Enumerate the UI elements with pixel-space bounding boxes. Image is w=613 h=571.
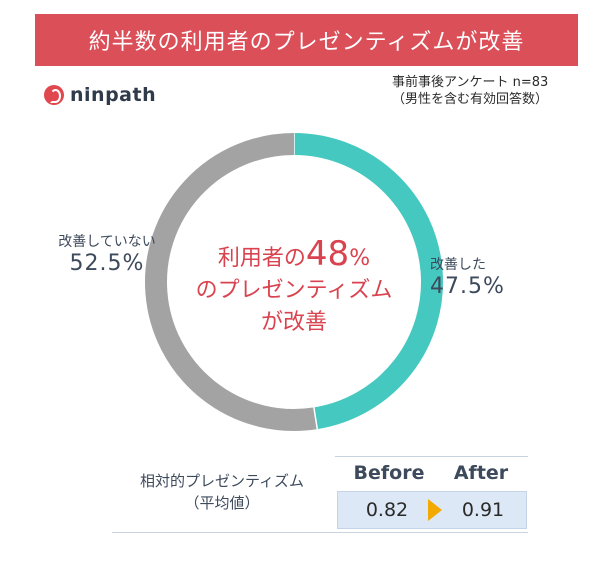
table-rule-top: [335, 456, 528, 457]
slice-value-not-improved: 52.5%: [69, 251, 145, 276]
donut-slice-improved: [293, 133, 443, 430]
center-highlight: 48: [305, 234, 350, 274]
center-line2: のプレゼンティズム: [195, 278, 393, 303]
center-line1: 利用者の48%: [170, 237, 418, 275]
survey-note-line2: （男性を含む有効回答数）: [392, 92, 549, 107]
slice-separator: [312, 406, 319, 431]
value-box: [337, 491, 527, 529]
slice-value-improved: 47.5%: [430, 274, 505, 299]
right-arrow-icon: [428, 499, 442, 521]
logo-text: ninpath: [70, 84, 157, 106]
center-prefix: 利用者の: [217, 246, 306, 271]
survey-note-line1: 事前事後アンケート n=83: [392, 75, 549, 90]
column-header-before: Before: [353, 462, 425, 484]
slice-name-not-improved: 改善していない: [58, 234, 156, 250]
slice-label-improved: 改善した 47.5%: [430, 254, 530, 299]
slice-name-improved: 改善した: [430, 257, 486, 273]
page-title: 約半数の利用者のプレゼンティズムが改善: [35, 14, 578, 66]
center-summary: 利用者の48% のプレゼンティズム が改善: [170, 237, 418, 339]
value-after: 0.91: [461, 499, 505, 521]
ninpath-logo: ninpath: [44, 80, 156, 110]
table-label-line2: （平均値）: [184, 494, 260, 512]
table-row-label: 相対的プレゼンティズム （平均値）: [112, 470, 332, 514]
ninpath-logo-icon: [44, 85, 64, 105]
presenteeism-table: 相対的プレゼンティズム （平均値） Before After 0.82 0.91: [112, 456, 528, 533]
table-label-line1: 相対的プレゼンティズム: [139, 472, 305, 490]
survey-note: 事前事後アンケート n=83 （男性を含む有効回答数）: [392, 74, 548, 108]
value-before: 0.82: [365, 499, 409, 521]
table-rule-bottom: [112, 532, 528, 533]
center-suffix: %: [349, 246, 371, 271]
center-line3: が改善: [260, 310, 327, 335]
donut-slice-not-improved: [145, 133, 318, 431]
slice-label-not-improved: 改善していない 52.5%: [36, 231, 178, 276]
column-header-after: After: [453, 462, 509, 484]
